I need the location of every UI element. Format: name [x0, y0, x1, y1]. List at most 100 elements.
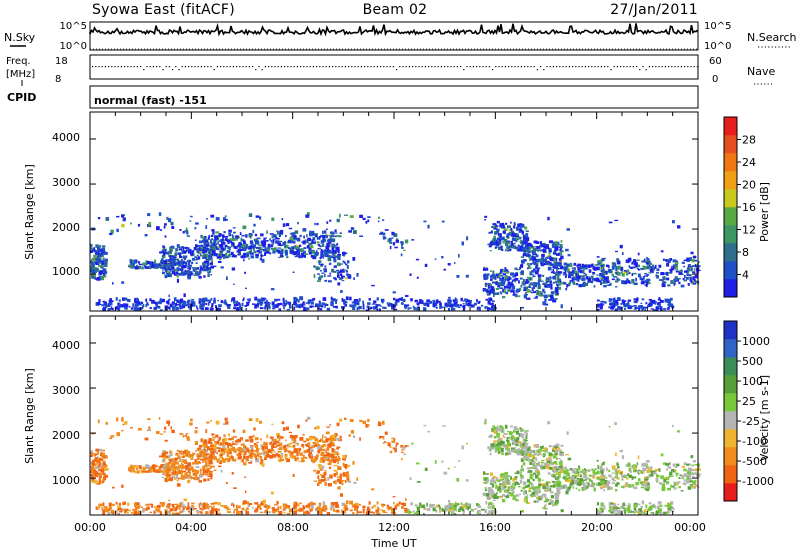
- velocity-point: [306, 449, 311, 453]
- power-point: [209, 262, 213, 265]
- power-point: [542, 301, 545, 306]
- power-point: [339, 263, 343, 265]
- power-point: [649, 262, 652, 265]
- power-point: [337, 254, 341, 256]
- velocity-point: [344, 417, 347, 420]
- velocity-point: [101, 480, 105, 483]
- power-point: [511, 283, 514, 286]
- velocity-point: [168, 503, 171, 505]
- power-point: [330, 255, 334, 258]
- power-point: [121, 223, 125, 228]
- velocity-point: [212, 454, 215, 458]
- velocity-point: [393, 501, 395, 505]
- power-point: [464, 298, 466, 302]
- freq-point: [104, 66, 106, 68]
- power-point: [635, 277, 637, 282]
- power-point: [496, 237, 499, 241]
- velocity-point: [320, 465, 325, 470]
- power-point: [594, 264, 599, 266]
- power-point: [521, 230, 524, 232]
- power-point: [640, 268, 645, 270]
- power-point: [529, 271, 532, 276]
- power-point: [353, 300, 356, 303]
- power-point: [154, 259, 157, 264]
- power-point: [213, 239, 217, 243]
- power-point: [544, 291, 546, 294]
- power-point: [171, 262, 175, 267]
- velocity-point: [260, 501, 264, 505]
- velocity-point: [506, 451, 508, 454]
- velocity-point: [211, 465, 215, 468]
- power-point: [255, 215, 260, 218]
- power-point: [272, 234, 277, 238]
- freq-point: [325, 66, 327, 68]
- velocity-point: [436, 504, 439, 508]
- power-point: [285, 250, 288, 254]
- velocity-point: [325, 450, 327, 453]
- velocity-point: [530, 494, 534, 498]
- velocity-point: [141, 506, 143, 508]
- power-point: [345, 269, 348, 272]
- power-point: [552, 265, 556, 269]
- power-point: [228, 229, 232, 233]
- velocity-point: [320, 473, 323, 476]
- power-point: [205, 225, 208, 229]
- velocity-point: [354, 503, 358, 506]
- velocity-point: [303, 440, 307, 443]
- velocity-point: [237, 457, 242, 460]
- power-point: [519, 277, 523, 280]
- velocity-point: [224, 417, 228, 421]
- power-point: [556, 271, 560, 274]
- power-point: [309, 305, 313, 308]
- power-point: [565, 248, 569, 252]
- velocity-point: [448, 511, 451, 515]
- power-point: [555, 280, 557, 284]
- power-point: [389, 245, 392, 250]
- power-point: [593, 285, 596, 288]
- power-point: [320, 250, 324, 253]
- power-point: [210, 265, 215, 269]
- velocity-point: [301, 458, 304, 461]
- power-point: [559, 244, 563, 248]
- power-point: [206, 218, 208, 220]
- velocity-point: [93, 460, 96, 465]
- freq-point: [607, 66, 609, 68]
- power-point: [319, 236, 321, 239]
- power-point: [213, 242, 216, 246]
- power-point: [559, 280, 562, 283]
- velocity-point: [266, 454, 271, 458]
- power-point: [189, 306, 192, 310]
- velocity-point: [198, 444, 203, 448]
- power-point: [329, 272, 331, 275]
- velocity-point: [228, 438, 232, 441]
- velocity-point: [276, 432, 280, 436]
- freq-point: [463, 69, 465, 71]
- power-point: [200, 234, 203, 239]
- nsky-label: N.Sky: [4, 31, 36, 44]
- velocity-point: [172, 459, 175, 462]
- power-point: [552, 251, 557, 254]
- power-point: [345, 296, 349, 301]
- power-point: [553, 243, 558, 247]
- power-point: [260, 297, 264, 301]
- power-point: [147, 224, 152, 228]
- power-point: [187, 301, 190, 306]
- freq-trace: [92, 66, 698, 71]
- velocity-point: [179, 460, 183, 463]
- power-point: [339, 213, 341, 218]
- power-point: [493, 305, 496, 310]
- velocity-point: [117, 513, 120, 515]
- velocity-point: [324, 482, 327, 486]
- velocity-point: [334, 438, 337, 441]
- power-point: [362, 307, 365, 310]
- power-point: [432, 299, 436, 302]
- velocity-point: [429, 503, 433, 508]
- power-point: [212, 246, 216, 249]
- velocity-point: [137, 428, 142, 431]
- velocity-point: [205, 463, 207, 468]
- velocity-point: [173, 466, 178, 470]
- velocity-point: [181, 464, 184, 468]
- power-point: [506, 246, 510, 250]
- power-point: [312, 297, 316, 301]
- power-point: [560, 260, 563, 263]
